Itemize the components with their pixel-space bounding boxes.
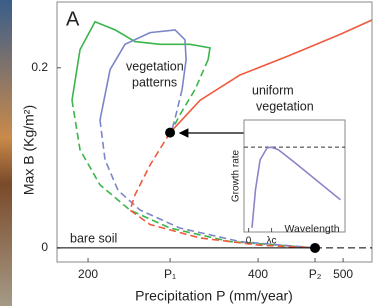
x-tick-label: 500 (333, 267, 353, 281)
x-tick-label: P₂ (309, 267, 322, 281)
curve (170, 20, 372, 133)
y-tick-label: 0.2 (31, 60, 48, 74)
y-axis-label: Max B (Kg/m²) (21, 105, 37, 195)
annotation: patterns (132, 75, 177, 89)
x-tick-label: P₁ (164, 267, 176, 281)
plot-frame (244, 120, 345, 232)
x-tick-label: 400 (248, 267, 268, 281)
annotation: vegetation (126, 59, 184, 73)
annotation: bare soil (70, 231, 117, 245)
figure: 200 P₁ 400 P₂ 500 0 0.2 A Precipitation P (mm/ye… (0, 0, 382, 306)
point (165, 128, 175, 138)
point (310, 243, 320, 253)
x-tick-label: 200 (78, 267, 98, 281)
page: {"chart_data":[ {"type":"line","panel":"… (0, 0, 382, 306)
annotation: vegetation (256, 99, 314, 113)
x-axis-label: Precipitation P (mm/year) (135, 288, 293, 304)
x-tick-label: λc (267, 236, 277, 247)
annotation: uniform (252, 83, 294, 97)
photo-strip (0, 0, 12, 306)
curve (172, 89, 182, 129)
inset-chart: 0 λc Wavelength Growth rate (231, 120, 345, 247)
panel-label: A (66, 8, 80, 30)
y-axis-label: Growth rate (231, 149, 242, 202)
x-tick-label: 0 (246, 236, 252, 247)
y-tick-label: 0 (41, 240, 48, 254)
x-axis-label: Wavelength (284, 223, 339, 235)
